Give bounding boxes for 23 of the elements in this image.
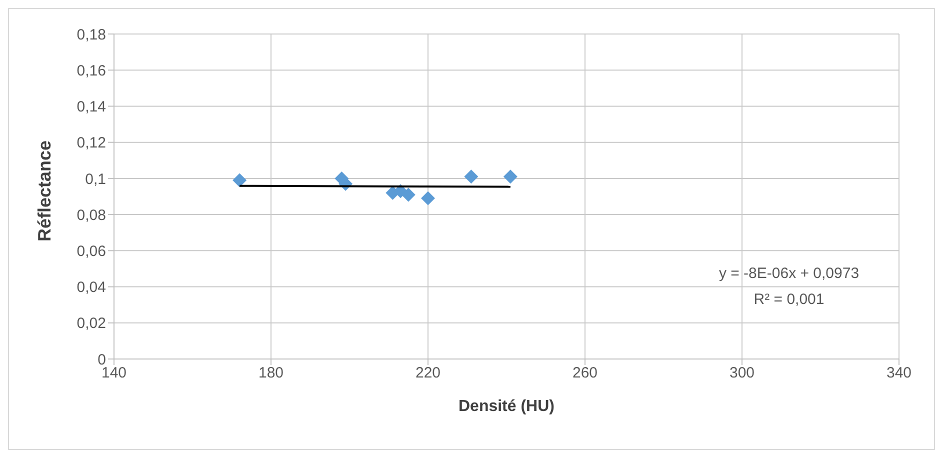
y-tick-label: 0,08 bbox=[76, 206, 106, 224]
y-tick-label: 0,14 bbox=[76, 98, 106, 116]
point bbox=[401, 188, 416, 202]
y-tick-label: 0,1 bbox=[85, 170, 106, 188]
y-tick-label: 0,02 bbox=[76, 315, 106, 332]
x-tick-label: 220 bbox=[415, 364, 441, 382]
annotation: y = -8E-06x + 0,0973 bbox=[718, 264, 860, 284]
x-tick-label: 340 bbox=[886, 364, 912, 382]
point bbox=[421, 191, 435, 206]
x-axis-title: Densité (HU) bbox=[458, 398, 555, 415]
x-tick-label: 180 bbox=[258, 364, 284, 382]
x-tick-label: 300 bbox=[729, 364, 755, 382]
y-tick-label: 0,06 bbox=[76, 242, 106, 260]
y-tick-label: 0,18 bbox=[76, 26, 106, 44]
y-tick-label: 0,12 bbox=[76, 134, 106, 152]
y-axis-title: Réflectance bbox=[34, 140, 54, 242]
y-tick-label: 0,04 bbox=[76, 279, 106, 296]
point bbox=[464, 170, 478, 184]
annotation: R² = 0,001 bbox=[752, 290, 826, 310]
point bbox=[503, 170, 518, 184]
y-tick-label: 0,16 bbox=[76, 62, 106, 80]
point bbox=[232, 173, 247, 188]
x-tick-label: 260 bbox=[572, 364, 598, 382]
